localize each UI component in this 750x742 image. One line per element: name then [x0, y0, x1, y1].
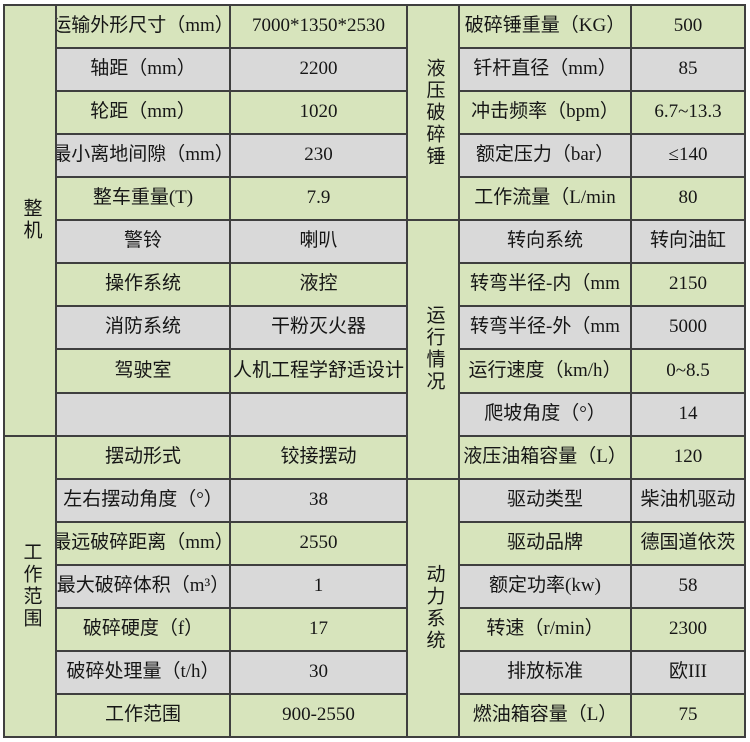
left-spec-value: 2200 — [231, 49, 406, 91]
left-spec-label — [57, 393, 229, 435]
right-spec-value: 2150 — [632, 264, 744, 306]
left-spec-value: 17 — [231, 608, 406, 650]
right-spec-label: 驱动品牌 — [460, 522, 630, 564]
right-spec-label: 转弯半径-外（mm — [460, 307, 630, 349]
left-spec-value: 2550 — [231, 522, 406, 564]
left-spec-value: 7.9 — [231, 178, 406, 220]
left-spec-label: 操作系统 — [57, 264, 229, 306]
right-spec-label: 转速（r/min） — [460, 608, 630, 650]
right-spec-label: 运行速度（km/h） — [460, 350, 630, 392]
left-spec-label: 工作范围 — [57, 694, 229, 736]
right-spec-value: 2300 — [632, 608, 744, 650]
left-spec-value: 7000*1350*2530 — [231, 6, 406, 48]
right-spec-label: 驱动类型 — [460, 479, 630, 521]
left-spec-label: 破碎硬度（f） — [57, 608, 229, 650]
right-section-title-1: 运行情况 — [408, 221, 458, 478]
left-spec-label: 运输外形尺寸（mm） — [57, 6, 229, 48]
left-spec-value: 人机工程学舒适设计 — [231, 350, 406, 392]
right-spec-value: 5000 — [632, 307, 744, 349]
left-spec-value: 液控 — [231, 264, 406, 306]
left-spec-value: 喇叭 — [231, 221, 406, 263]
left-spec-label: 消防系统 — [57, 307, 229, 349]
right-section-title-2: 动力系统 — [408, 479, 458, 736]
right-spec-label: 爬坡角度（°） — [460, 393, 630, 435]
right-spec-label: 转弯半径-内（mm — [460, 264, 630, 306]
left-spec-label: 轴距（mm） — [57, 49, 229, 91]
spec-table: 整机 工作范围 运输外形尺寸（mm） 7000*1350*2530 轴距（mm） 2200… — [3, 4, 746, 738]
right-spec-label: 排放标准 — [460, 651, 630, 693]
left-spec-label: 整车重量(T) — [57, 178, 229, 220]
left-spec-label: 轮距（mm） — [57, 92, 229, 134]
right-spec-value: 6.7~13.3 — [632, 92, 744, 134]
left-spec-value: 30 — [231, 651, 406, 693]
left-spec-label: 最小离地间隙（mm） — [57, 135, 229, 177]
right-spec-label: 冲击频率（bpm） — [460, 92, 630, 134]
left-section-title-1: 工作范围 — [5, 436, 55, 736]
right-spec-value: 转向油缸 — [632, 221, 744, 263]
right-spec-value: 120 — [632, 436, 744, 478]
right-spec-label: 额定压力（bar） — [460, 135, 630, 177]
right-spec-label: 转向系统 — [460, 221, 630, 263]
left-spec-label: 左右摆动角度（°） — [57, 479, 229, 521]
left-spec-value — [231, 393, 406, 435]
right-section-title-0: 液压破碎锤 — [408, 6, 458, 220]
left-section-title-0: 整机 — [5, 6, 55, 435]
right-spec-value: 柴油机驱动 — [632, 479, 744, 521]
left-spec-label: 警铃 — [57, 221, 229, 263]
right-spec-value: 0~8.5 — [632, 350, 744, 392]
left-spec-label: 最远破碎距离（mm） — [57, 522, 229, 564]
left-spec-value: 38 — [231, 479, 406, 521]
left-spec-label: 驾驶室 — [57, 350, 229, 392]
left-spec-label: 最大破碎体积（m³） — [57, 565, 229, 607]
left-spec-value: 1020 — [231, 92, 406, 134]
right-spec-value: 500 — [632, 6, 744, 48]
left-spec-value: 干粉灭火器 — [231, 307, 406, 349]
right-spec-label: 破碎锤重量（KG） — [460, 6, 630, 48]
right-spec-value: 75 — [632, 694, 744, 736]
left-spec-value: 900-2550 — [231, 694, 406, 736]
right-spec-label: 燃油箱容量（L） — [460, 694, 630, 736]
right-spec-label: 液压油箱容量（L） — [460, 436, 630, 478]
right-spec-value: 85 — [632, 49, 744, 91]
right-spec-value: 欧III — [632, 651, 744, 693]
left-spec-label: 摆动形式 — [57, 436, 229, 478]
left-spec-label: 破碎处理量（t/h） — [57, 651, 229, 693]
right-spec-label: 钎杆直径（mm） — [460, 49, 630, 91]
right-spec-value: 14 — [632, 393, 744, 435]
right-spec-value: 80 — [632, 178, 744, 220]
right-spec-value: 58 — [632, 565, 744, 607]
left-spec-value: 1 — [231, 565, 406, 607]
right-spec-value: 德国道依茨 — [632, 522, 744, 564]
right-spec-label: 工作流量（L/min — [460, 178, 630, 220]
right-spec-label: 额定功率(kw) — [460, 565, 630, 607]
left-spec-value: 铰接摆动 — [231, 436, 406, 478]
left-spec-value: 230 — [231, 135, 406, 177]
right-spec-value: ≤140 — [632, 135, 744, 177]
